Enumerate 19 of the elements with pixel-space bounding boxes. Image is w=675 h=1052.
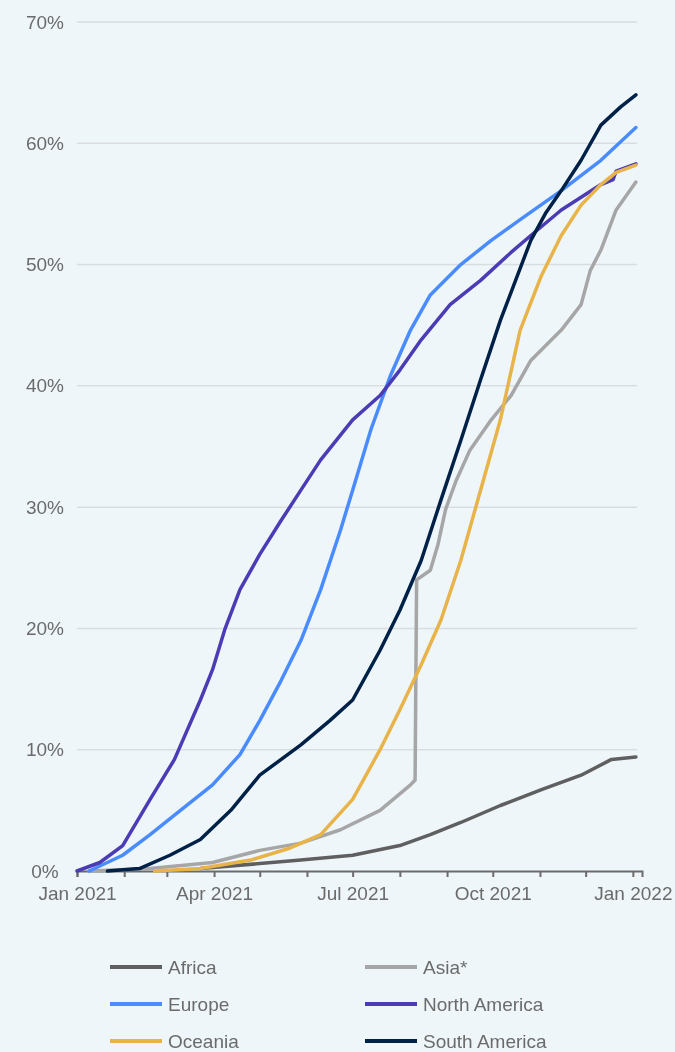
legend-label: Europe: [168, 994, 230, 1015]
y-tick-label: 20%: [25, 618, 65, 640]
y-tick-label: 50%: [25, 254, 65, 276]
y-tick-label: 70%: [25, 11, 65, 33]
x-tick-label: Apr 2021: [176, 883, 254, 905]
y-tick-label: 0%: [31, 860, 59, 882]
y-tick-label: 10%: [25, 739, 65, 761]
legend-label: South America: [423, 1031, 547, 1052]
legend-label: Oceania: [168, 1031, 240, 1052]
x-tick-label: Oct 2021: [454, 883, 532, 905]
x-tick-label: Jan 2022: [594, 883, 673, 905]
x-tick-label: Jul 2021: [317, 883, 390, 905]
x-tick-label: Jan 2021: [38, 883, 117, 905]
legend-label: Asia*: [423, 957, 468, 978]
legend-label: Africa: [168, 957, 217, 978]
y-tick-label: 60%: [25, 132, 65, 154]
legend-label: North America: [423, 994, 544, 1015]
y-tick-label: 30%: [25, 496, 65, 518]
y-tick-label: 40%: [25, 375, 65, 397]
